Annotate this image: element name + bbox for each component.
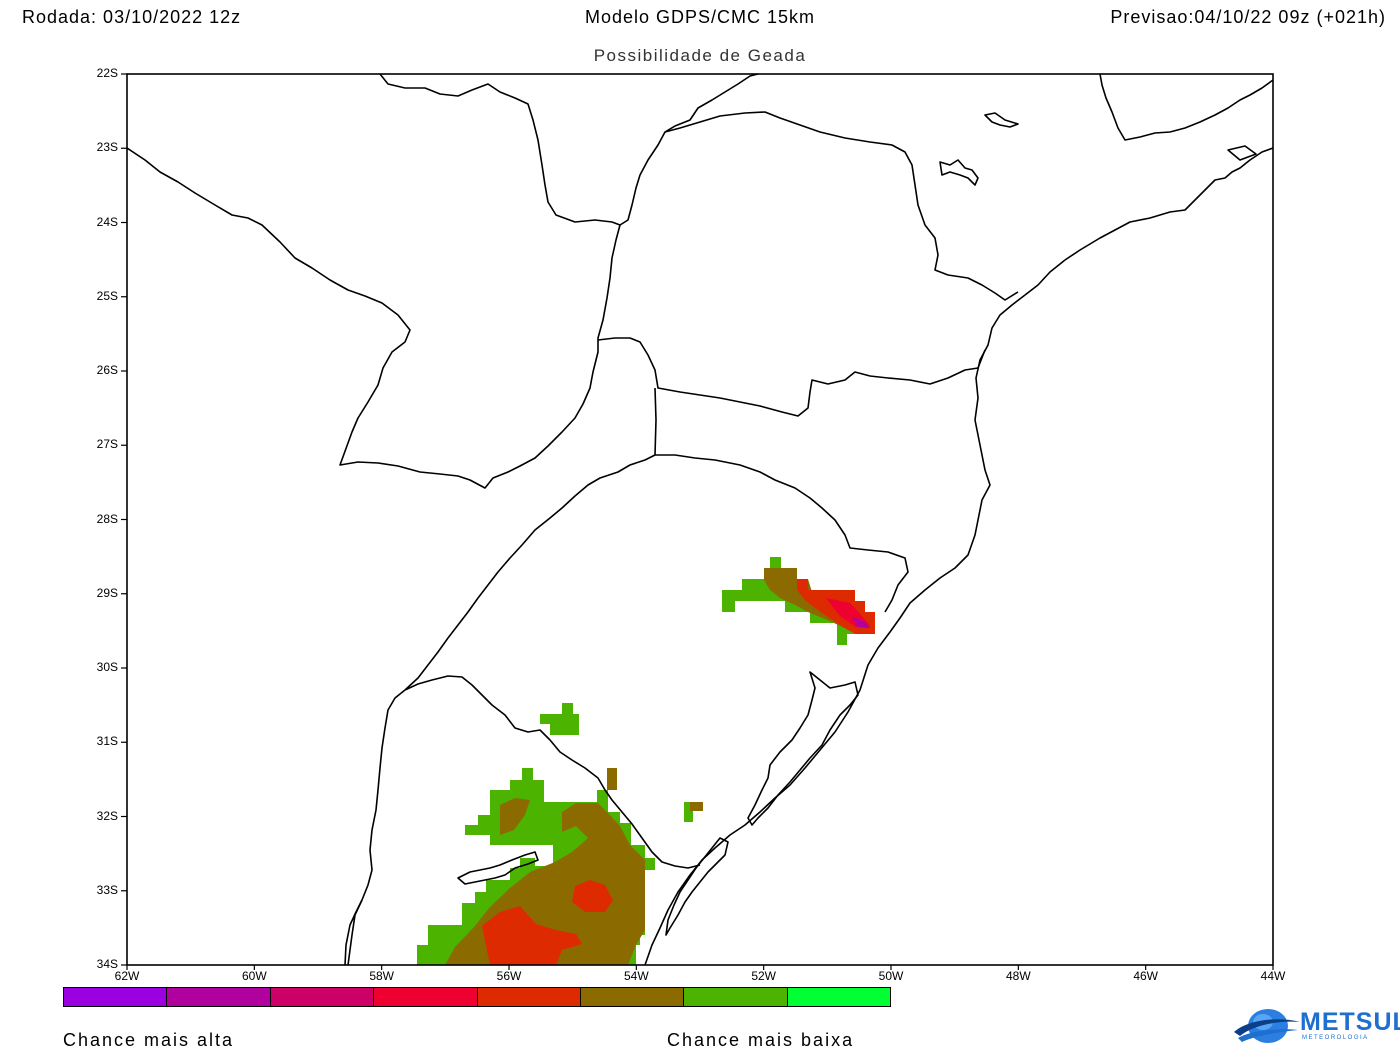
lon-tick-label: 62W xyxy=(114,969,140,983)
paraguay-argentina-border xyxy=(126,147,621,489)
map-subtitle: Possibilidade de Geada xyxy=(593,46,807,65)
run-label: Rodada: 03/10/2022 12z xyxy=(22,7,242,27)
model-label: Modelo GDPS/CMC 15km xyxy=(584,7,816,27)
colorbar xyxy=(63,987,891,1007)
frost-patch-sw-red-east xyxy=(572,880,613,912)
lat-tick-label: 31S xyxy=(96,734,118,749)
frost-patches xyxy=(417,557,875,965)
legend-high-label: Chance mais alta xyxy=(63,1030,235,1050)
legend-low-label: Chance mais baixa xyxy=(667,1030,855,1050)
reservoir-sp xyxy=(939,159,979,186)
globe-icon xyxy=(1234,1009,1300,1043)
lat-tick-label: 32S xyxy=(96,808,118,823)
lon-tick-label: 52W xyxy=(751,969,776,983)
misiones-border xyxy=(654,387,657,456)
sao-paulo-parana-border xyxy=(664,111,1019,301)
argentina-uruguay-border xyxy=(347,689,406,966)
lon-tick-label: 60W xyxy=(241,969,267,983)
colorbar-segment xyxy=(787,988,890,1006)
coastal-island xyxy=(1227,145,1257,161)
metsul-logo: METSUL METEOROLOGIA xyxy=(1232,1006,1400,1046)
lat-tick-label: 29S xyxy=(96,585,118,600)
lat-tick-label: 27S xyxy=(96,437,118,452)
logo-name: METSUL xyxy=(1300,1008,1400,1036)
rio-de-janeiro-border xyxy=(1099,73,1274,141)
forecast-label: Previsao:04/10/22 09z (+021h) xyxy=(1110,7,1386,27)
lon-tick-label: 58W xyxy=(369,969,394,983)
lagoa-dos-patos xyxy=(747,671,859,826)
reservoir-north xyxy=(984,112,1019,128)
lat-tick-label: 22S xyxy=(96,66,118,80)
uruguay-brazil-border xyxy=(404,675,701,869)
lon-tick-label: 46W xyxy=(1133,969,1158,983)
lon-tick-label: 54W xyxy=(623,969,649,983)
frost-patch-east-brown xyxy=(690,802,703,811)
colorbar-segment xyxy=(684,988,788,1006)
frost-patch-ne-purple xyxy=(852,617,870,628)
lon-tick-label: 44W xyxy=(1260,969,1286,983)
lat-tick-label: 25S xyxy=(96,288,118,303)
colorbar-segment xyxy=(580,988,685,1006)
lat-tick-label: 26S xyxy=(96,363,118,377)
frost-patch-sw-white-gap xyxy=(535,845,553,866)
lat-tick-label: 28S xyxy=(96,511,118,526)
logo-tagline: METEOROLOGIA xyxy=(1302,1035,1369,1041)
frost-patch-sw-red-south xyxy=(482,906,582,965)
frost-patch-north-uy-green xyxy=(540,703,579,735)
lat-tick-label: 34S xyxy=(96,957,118,971)
uruguay-river-border xyxy=(404,454,656,691)
colorbar-segment xyxy=(477,988,581,1006)
lon-tick-label: 50W xyxy=(878,969,904,983)
coastline xyxy=(644,147,1274,966)
lon-tick-label: 56W xyxy=(496,969,522,983)
colorbar-segment xyxy=(167,988,271,1006)
lat-tick-label: 30S xyxy=(96,660,118,674)
rio-negro-reservoir xyxy=(457,851,539,885)
frost-patch-sw-brown-north xyxy=(500,798,530,835)
rs-sc-border xyxy=(655,454,909,613)
frost-patch-small-brown xyxy=(607,768,617,790)
lagoa-mirim xyxy=(665,837,729,936)
colorbar-segment xyxy=(270,988,375,1006)
axis-ticks xyxy=(121,73,1274,970)
map-frame xyxy=(126,73,1274,966)
colorbar-segment xyxy=(64,988,168,1006)
lat-tick-label: 24S xyxy=(96,214,118,229)
parana-delta-bank xyxy=(344,899,363,966)
parana-santa-catarina-border xyxy=(597,337,986,417)
lat-tick-label: 33S xyxy=(96,882,118,897)
paraguay-brazil-border xyxy=(379,73,759,226)
boundaries xyxy=(126,73,1274,966)
colorbar-segment xyxy=(374,988,478,1006)
lon-tick-label: 48W xyxy=(1005,969,1031,983)
lat-tick-label: 23S xyxy=(96,140,118,155)
